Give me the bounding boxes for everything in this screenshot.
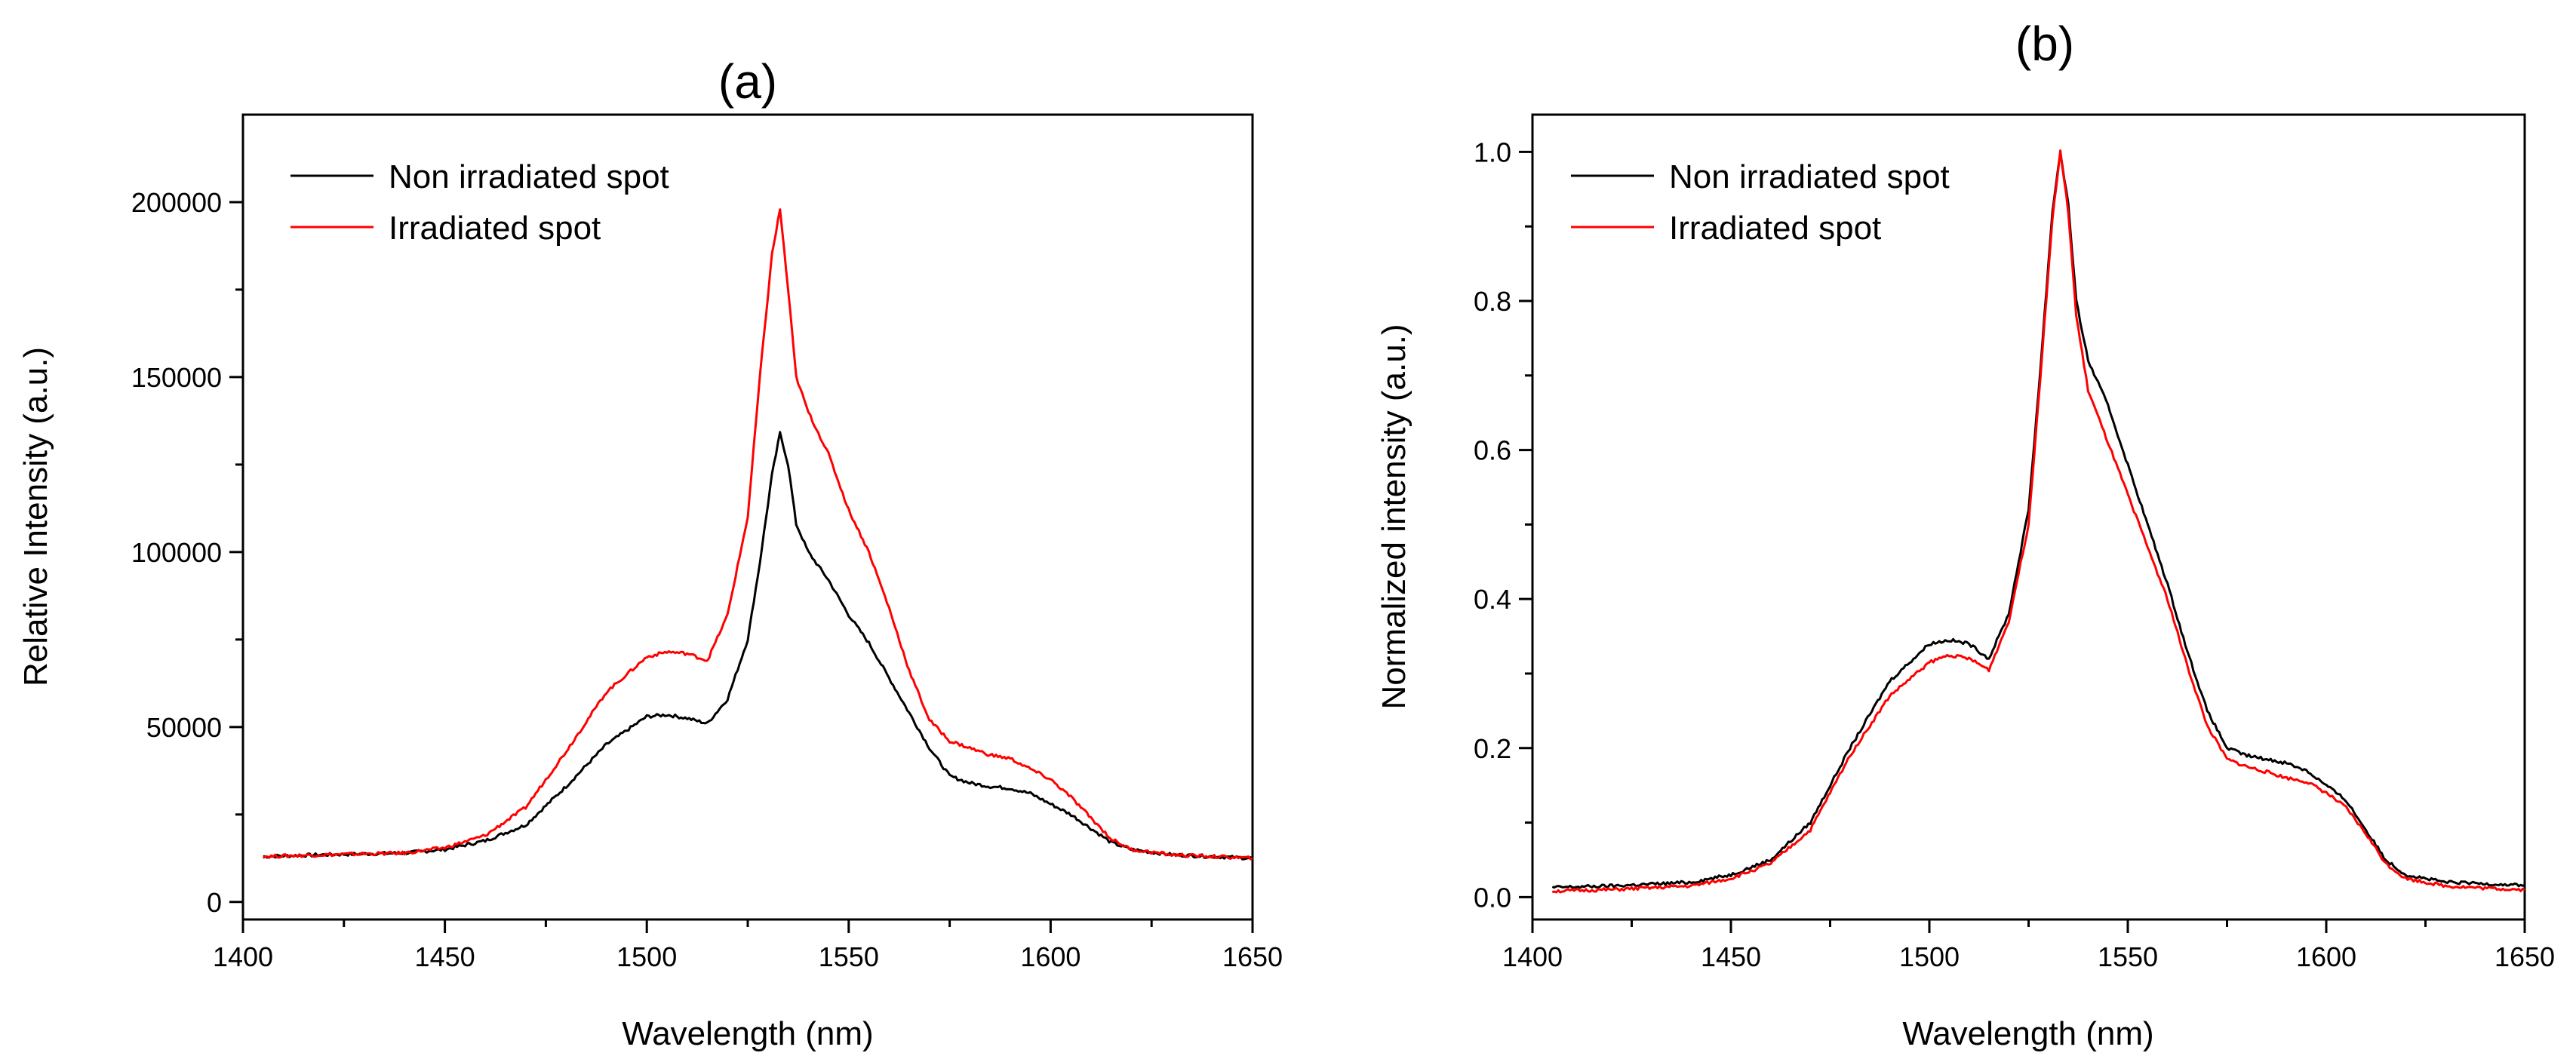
- panel-a-legend-label-non-irradiated: Non irradiated spot: [389, 158, 669, 195]
- panel-a-series-non-irradiated: [263, 431, 1253, 861]
- panel-a-y-axis-label: Relative Intensity (a.u.): [17, 347, 54, 686]
- panel-b-x-tick-label: 1450: [1701, 941, 1761, 972]
- panel-b-x-tick-label: 1600: [2296, 941, 2356, 972]
- panel-a-x-tick-label: 1450: [415, 941, 475, 972]
- panel-b-y-tick-label: 0.6: [1474, 435, 1511, 466]
- panel-a-y-tick-label: 200000: [131, 187, 222, 218]
- panel-b-x-tick-label: 1550: [2098, 941, 2158, 972]
- panel-a-x-axis-label: Wavelength (nm): [622, 1015, 873, 1052]
- panel-b-y-tick-label: 0.8: [1474, 286, 1511, 317]
- panel-b-series: [1551, 149, 2525, 894]
- panel-b-legend-label-non-irradiated: Non irradiated spot: [1669, 158, 1950, 195]
- panel-b-legend: Non irradiated spot Irradiated spot: [1571, 158, 1950, 247]
- panel-b-y-tick-label: 1.0: [1474, 137, 1511, 167]
- panel-b-x-axis-label: Wavelength (nm): [1902, 1015, 2153, 1052]
- panel-a-y-tick-label: 0: [207, 887, 222, 918]
- panel-b-series-non-irradiated: [1551, 151, 2525, 889]
- panel-b-series-irradiated: [1552, 149, 2525, 894]
- panel-b-y-axis-label: Normalized intensity (a.u.): [1376, 324, 1412, 709]
- panel-b-x-tick-label: 1650: [2495, 941, 2555, 972]
- panel-b-y-tick-label: 0.4: [1474, 584, 1511, 615]
- panel-b-x-tick-label: 1400: [1502, 941, 1563, 972]
- panel-a-title: (a): [718, 54, 777, 109]
- panel-a-x-tick-label: 1650: [1222, 941, 1283, 972]
- panel-b-title: (b): [2015, 17, 2074, 71]
- panel-a-y-tick-label: 100000: [131, 537, 222, 568]
- panel-b: (b) 1400 1450 1500 1550 1600 1650 0.00.20.40.…: [1376, 17, 2555, 1052]
- panel-a-series: [262, 208, 1253, 861]
- panel-a-y-tick-label: 50000: [146, 712, 222, 743]
- panel-a-y-tick-label: 150000: [131, 362, 222, 393]
- panel-a-legend-label-irradiated: Irradiated spot: [389, 210, 601, 247]
- panel-b-y-tick-label: 0.0: [1474, 882, 1511, 913]
- panel-b-legend-label-irradiated: Irradiated spot: [1669, 210, 1881, 247]
- panel-b-x-tick-label: 1500: [1899, 941, 1960, 972]
- panel-a: (a) 1400 1450 1500 1550 1600 1650 0 50000 10000…: [17, 54, 1283, 1052]
- panel-a-x-tick-label: 1600: [1020, 941, 1081, 972]
- panel-b-x-ticks: 1400 1450 1500 1550 1600 1650: [1502, 919, 2555, 972]
- panel-a-x-tick-label: 1550: [819, 941, 879, 972]
- panel-b-y-tick-label: 0.2: [1474, 733, 1511, 764]
- panel-a-y-ticks: 0 50000 100000 150000 200000: [131, 187, 243, 918]
- panel-a-series-irradiated: [262, 208, 1253, 861]
- panel-a-legend: Non irradiated spot Irradiated spot: [290, 158, 669, 247]
- panel-a-x-tick-label: 1400: [213, 941, 273, 972]
- panel-a-x-tick-label: 1500: [616, 941, 677, 972]
- panel-a-x-ticks: 1400 1450 1500 1550 1600 1650: [213, 919, 1283, 972]
- panel-b-y-ticks: 0.0 0.2 0.4 0.6 0.8 1.0: [1474, 137, 1532, 913]
